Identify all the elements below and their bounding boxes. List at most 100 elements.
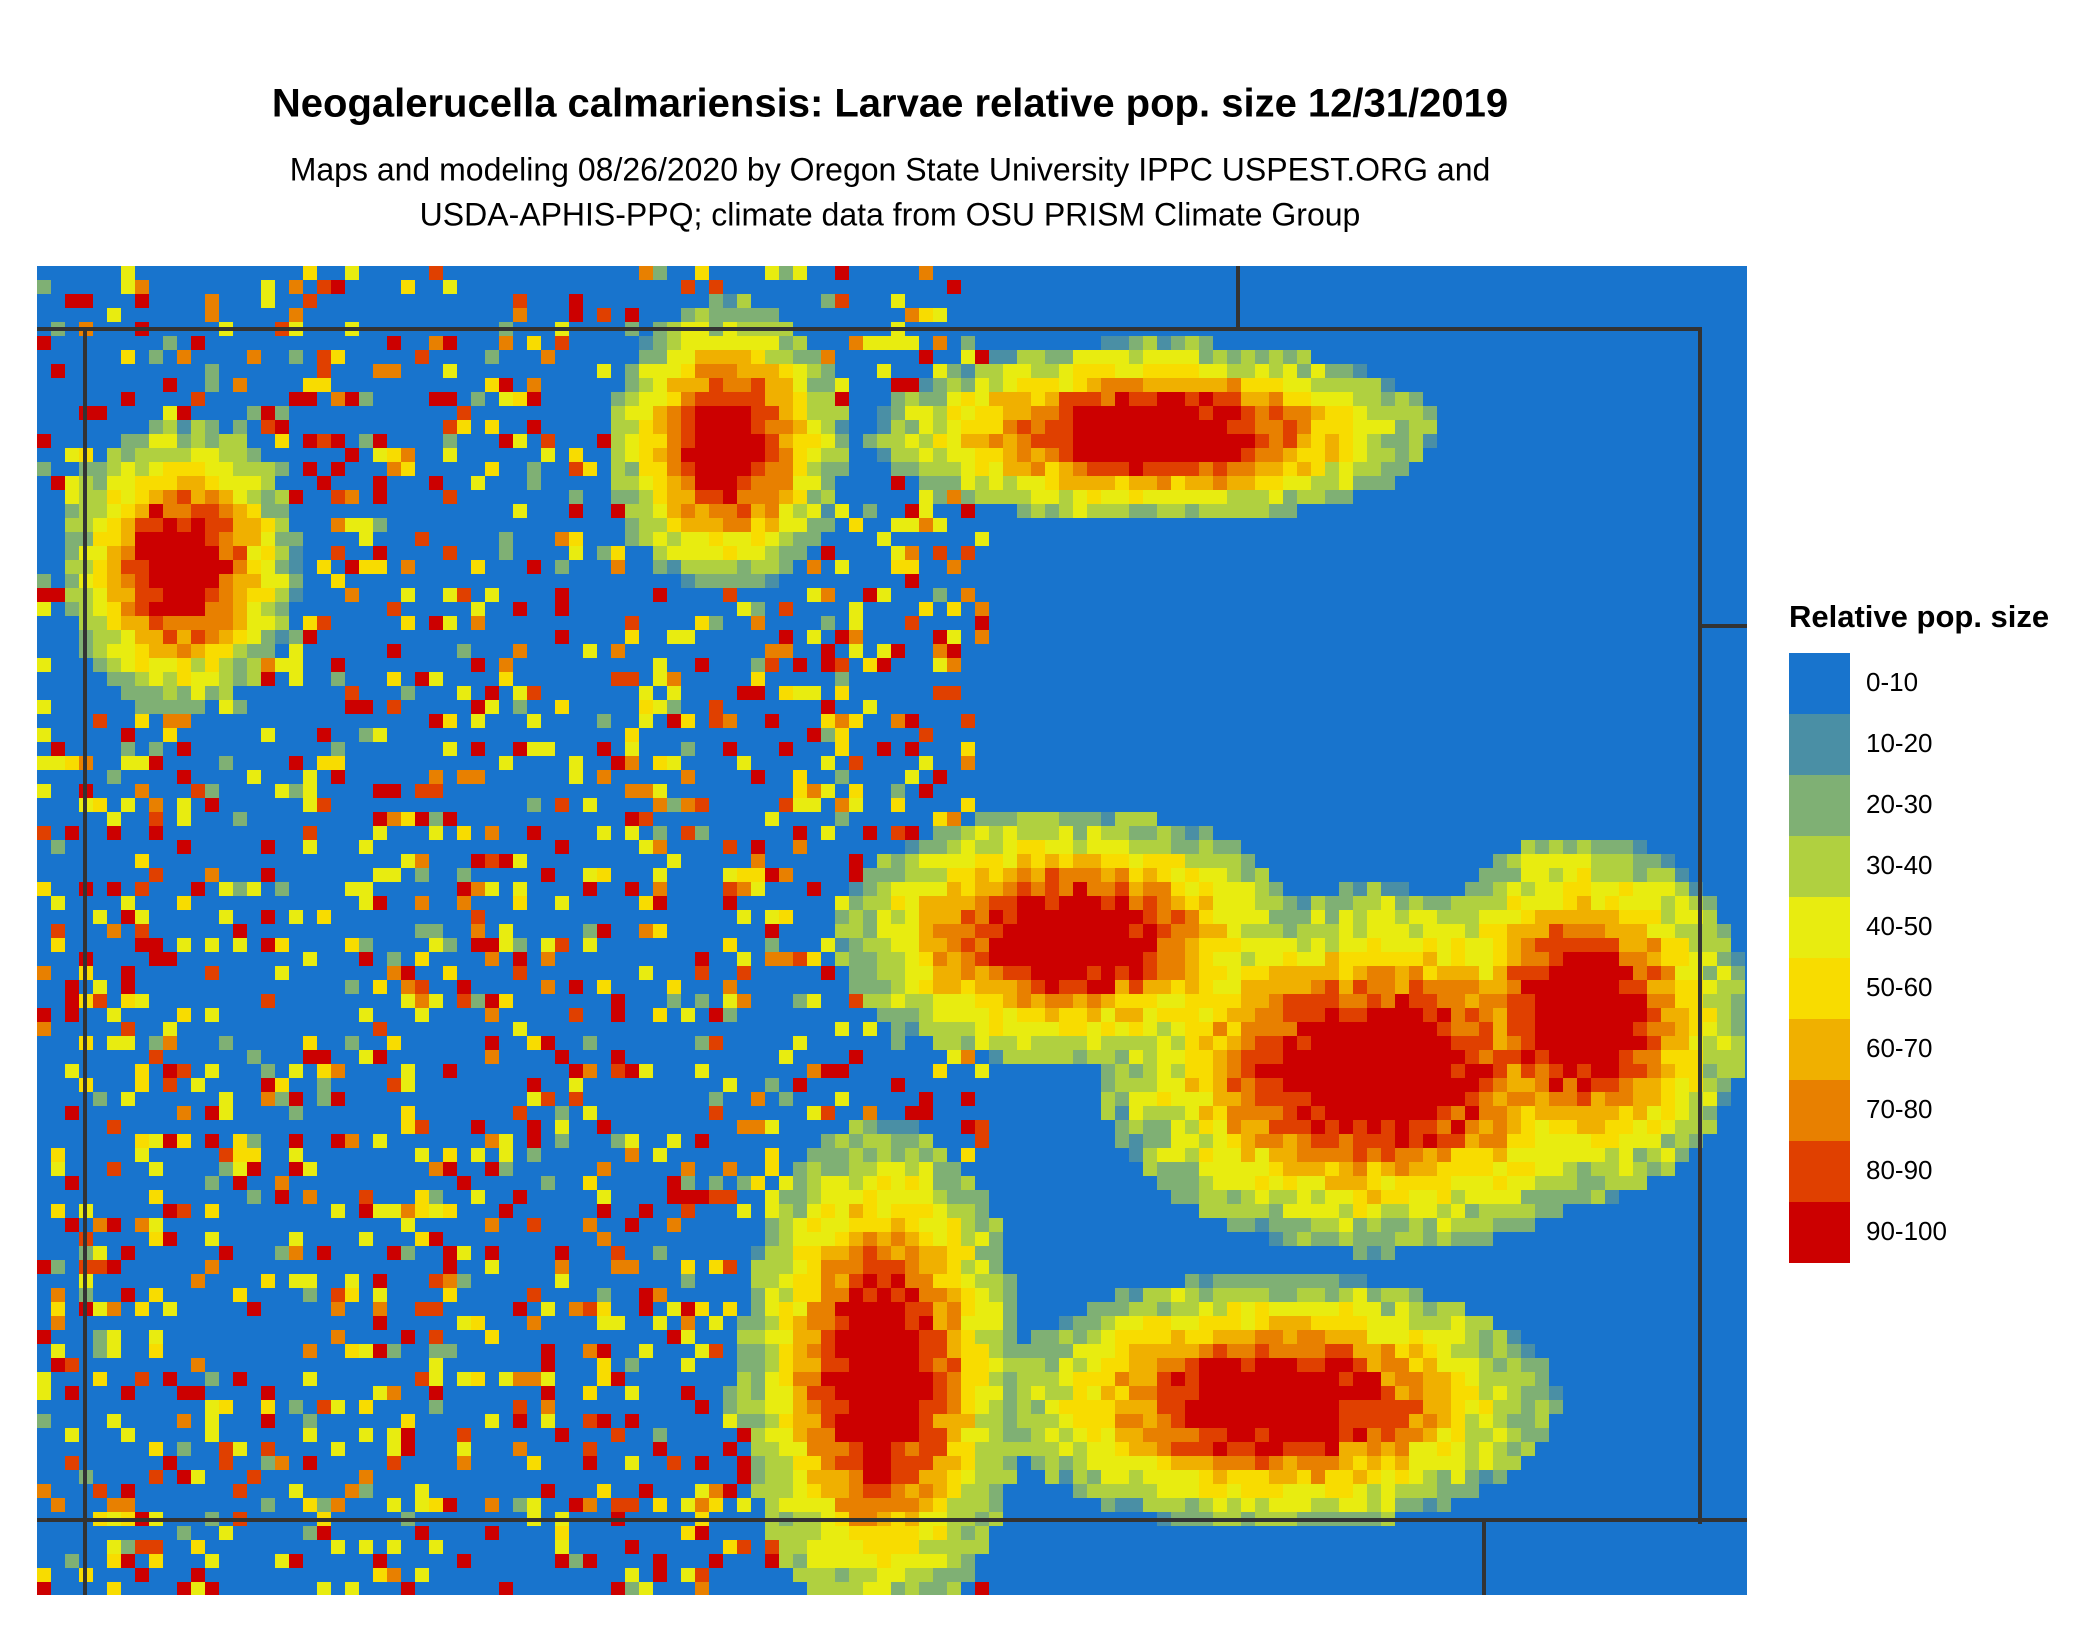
raster-cell [1353, 1288, 1367, 1302]
raster-cell [877, 1484, 891, 1498]
raster-cell [1409, 1330, 1423, 1344]
raster-cell [1101, 826, 1115, 840]
raster-cell [1563, 994, 1577, 1008]
raster-cell [135, 1078, 149, 1092]
raster-cell [65, 490, 79, 504]
raster-cell [163, 1204, 177, 1218]
raster-cell [891, 882, 905, 896]
raster-cell [1339, 392, 1353, 406]
raster-cell [723, 714, 737, 728]
raster-cell [1409, 938, 1423, 952]
raster-cell [1353, 1036, 1367, 1050]
raster-cell [1549, 1190, 1563, 1204]
raster-cell [1227, 1386, 1241, 1400]
raster-cell [849, 1582, 863, 1595]
raster-cell [891, 1484, 905, 1498]
raster-cell [1297, 1414, 1311, 1428]
raster-cell [163, 714, 177, 728]
raster-cell [709, 406, 723, 420]
raster-cell [849, 1526, 863, 1540]
raster-cell [471, 924, 485, 938]
raster-cell [891, 518, 905, 532]
raster-cell [919, 952, 933, 966]
raster-cell [975, 630, 989, 644]
raster-cell [1521, 1372, 1535, 1386]
raster-cell [793, 364, 807, 378]
raster-cell [1199, 1400, 1213, 1414]
raster-cell [821, 1134, 835, 1148]
raster-cell [1143, 1134, 1157, 1148]
raster-cell [261, 868, 275, 882]
raster-cell [1577, 952, 1591, 966]
raster-cell [681, 350, 695, 364]
raster-cell [1073, 476, 1087, 490]
raster-cell [625, 364, 639, 378]
raster-cell [93, 560, 107, 574]
raster-cell [1031, 1008, 1045, 1022]
raster-cell [709, 336, 723, 350]
raster-cell [667, 350, 681, 364]
raster-cell [667, 714, 681, 728]
raster-cell [1395, 1498, 1409, 1512]
raster-cell [1465, 1120, 1479, 1134]
raster-cell [1227, 1302, 1241, 1316]
raster-cell [107, 672, 121, 686]
raster-cell [737, 756, 751, 770]
raster-cell [1143, 490, 1157, 504]
raster-cell [751, 1428, 765, 1442]
raster-cell [191, 462, 205, 476]
raster-cell [765, 1470, 779, 1484]
raster-cell [121, 462, 135, 476]
raster-cell [429, 616, 443, 630]
raster-cell [1619, 868, 1633, 882]
raster-cell [1143, 826, 1157, 840]
raster-cell [723, 938, 737, 952]
raster-cell [401, 1414, 415, 1428]
raster-cell [205, 588, 219, 602]
raster-cell [1549, 910, 1563, 924]
raster-cell [1367, 966, 1381, 980]
raster-cell [1563, 1148, 1577, 1162]
raster-cell [1059, 812, 1073, 826]
raster-cell [835, 1582, 849, 1595]
raster-cell [1227, 420, 1241, 434]
raster-cell [821, 546, 835, 560]
raster-cell [345, 1134, 359, 1148]
raster-cell [611, 504, 625, 518]
raster-cell [793, 1176, 807, 1190]
raster-cell [373, 546, 387, 560]
raster-cell [961, 1554, 975, 1568]
raster-cell [233, 1148, 247, 1162]
raster-cell [1045, 924, 1059, 938]
raster-cell [835, 1344, 849, 1358]
raster-cell [1409, 952, 1423, 966]
raster-cell [765, 1302, 779, 1316]
raster-cell [793, 1470, 807, 1484]
raster-cell [1017, 938, 1031, 952]
raster-cell [1269, 882, 1283, 896]
raster-cell [625, 616, 639, 630]
raster-cell [275, 658, 289, 672]
raster-cell [1031, 420, 1045, 434]
raster-cell [1521, 1190, 1535, 1204]
raster-cell [1395, 882, 1409, 896]
raster-cell [947, 980, 961, 994]
raster-cell [1241, 1386, 1255, 1400]
raster-cell [1199, 966, 1213, 980]
raster-cell [93, 630, 107, 644]
raster-cell [177, 1134, 191, 1148]
raster-cell [807, 784, 821, 798]
raster-cell [1353, 938, 1367, 952]
raster-cell [765, 910, 779, 924]
raster-cell [1059, 994, 1073, 1008]
raster-cell [1171, 364, 1185, 378]
raster-cell [1353, 476, 1367, 490]
raster-cell [1437, 1372, 1451, 1386]
raster-cell [1353, 1428, 1367, 1442]
raster-cell [737, 364, 751, 378]
raster-cell [695, 532, 709, 546]
raster-cell [415, 854, 429, 868]
raster-cell [1185, 1036, 1199, 1050]
raster-cell [1395, 1386, 1409, 1400]
raster-cell [765, 1358, 779, 1372]
